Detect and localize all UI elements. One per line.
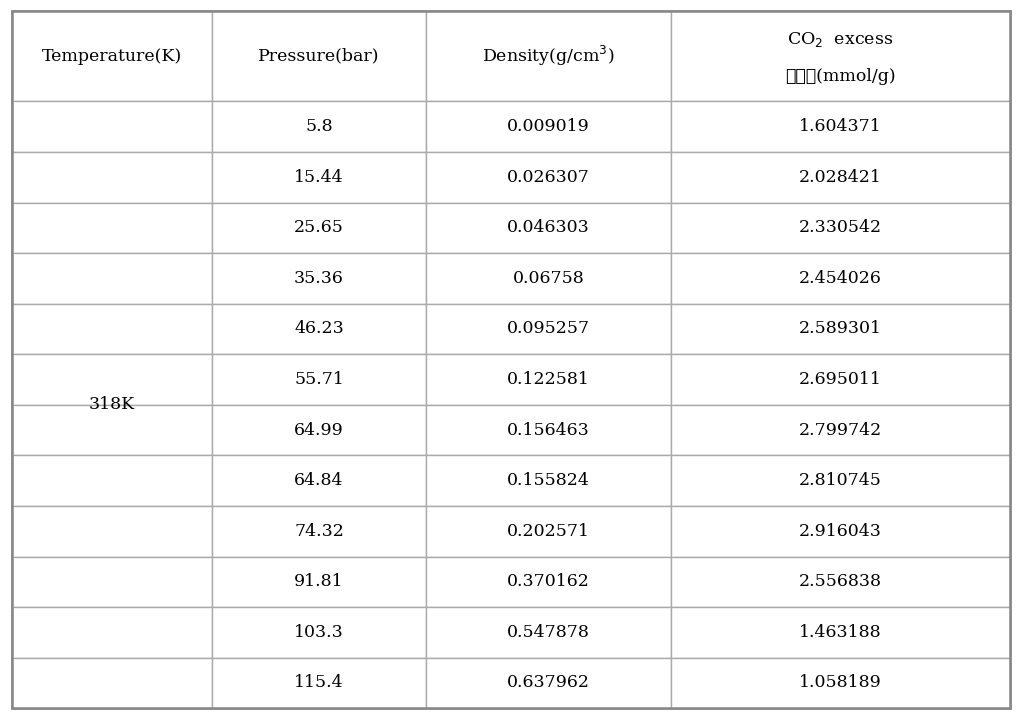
Bar — [212, 405, 426, 455]
Bar — [670, 354, 1010, 405]
Text: 55.71: 55.71 — [294, 371, 344, 388]
Text: 35.36: 35.36 — [294, 270, 344, 287]
Bar — [670, 11, 1010, 101]
Bar — [12, 152, 212, 203]
Bar — [426, 303, 670, 354]
Bar — [426, 506, 670, 557]
Bar — [12, 101, 212, 152]
Bar — [670, 506, 1010, 557]
Text: 0.370162: 0.370162 — [507, 573, 590, 590]
Text: 2.810745: 2.810745 — [799, 472, 882, 489]
Text: 2.589301: 2.589301 — [798, 321, 882, 337]
Bar — [12, 303, 212, 354]
Text: 318K: 318K — [89, 396, 135, 413]
Text: 2.799742: 2.799742 — [798, 421, 882, 439]
Bar — [212, 11, 426, 101]
Text: 2.330542: 2.330542 — [798, 219, 882, 237]
Bar — [212, 253, 426, 303]
Bar — [670, 607, 1010, 658]
Bar — [426, 455, 670, 506]
Bar — [212, 354, 426, 405]
Text: 흡착량(mmol/g): 흡착량(mmol/g) — [785, 68, 895, 85]
Text: 1.463188: 1.463188 — [799, 624, 882, 641]
Text: 2.916043: 2.916043 — [799, 523, 882, 540]
Bar — [12, 405, 212, 455]
Bar — [212, 101, 426, 152]
Bar — [670, 253, 1010, 303]
Text: 0.095257: 0.095257 — [507, 321, 590, 337]
Bar — [426, 658, 670, 708]
Text: 1.058189: 1.058189 — [799, 674, 882, 692]
Bar — [670, 203, 1010, 253]
Bar — [212, 607, 426, 658]
Text: CO$_2$  excess: CO$_2$ excess — [787, 30, 893, 50]
Text: 0.637962: 0.637962 — [507, 674, 590, 692]
Text: 2.454026: 2.454026 — [799, 270, 882, 287]
Text: Temperature(K): Temperature(K) — [42, 47, 182, 65]
Text: 0.156463: 0.156463 — [507, 421, 590, 439]
Text: 15.44: 15.44 — [294, 169, 343, 186]
Bar — [12, 506, 212, 557]
Text: Pressure(bar): Pressure(bar) — [259, 47, 380, 65]
Bar — [212, 303, 426, 354]
Bar — [212, 557, 426, 607]
Bar — [12, 658, 212, 708]
Bar — [426, 253, 670, 303]
Bar — [12, 557, 212, 607]
Bar — [212, 506, 426, 557]
Bar — [12, 354, 212, 405]
Bar — [670, 101, 1010, 152]
Bar — [426, 152, 670, 203]
Text: 2.556838: 2.556838 — [798, 573, 882, 590]
Bar — [426, 101, 670, 152]
Text: 0.547878: 0.547878 — [507, 624, 590, 641]
Text: Density(g/cm$^3$): Density(g/cm$^3$) — [482, 44, 614, 68]
Bar — [426, 11, 670, 101]
Bar — [12, 455, 212, 506]
Text: 25.65: 25.65 — [294, 219, 344, 237]
Text: 0.155824: 0.155824 — [507, 472, 590, 489]
Bar — [670, 557, 1010, 607]
Bar — [426, 354, 670, 405]
Text: 103.3: 103.3 — [294, 624, 343, 641]
Text: 64.84: 64.84 — [294, 472, 343, 489]
Bar — [212, 455, 426, 506]
Bar — [12, 607, 212, 658]
Bar — [12, 11, 212, 101]
Bar — [12, 253, 212, 303]
Text: 64.99: 64.99 — [294, 421, 343, 439]
Text: 0.009019: 0.009019 — [507, 118, 590, 135]
Bar — [670, 658, 1010, 708]
Text: 2.028421: 2.028421 — [799, 169, 882, 186]
Text: 1.604371: 1.604371 — [799, 118, 882, 135]
Bar — [12, 203, 212, 253]
Bar — [670, 303, 1010, 354]
Text: 0.046303: 0.046303 — [507, 219, 590, 237]
Text: 5.8: 5.8 — [306, 118, 333, 135]
Text: 115.4: 115.4 — [294, 674, 343, 692]
Text: 0.122581: 0.122581 — [507, 371, 590, 388]
Bar — [426, 607, 670, 658]
Text: 0.06758: 0.06758 — [512, 270, 585, 287]
Text: 46.23: 46.23 — [294, 321, 343, 337]
Bar — [670, 152, 1010, 203]
Bar — [426, 203, 670, 253]
Text: 91.81: 91.81 — [294, 573, 343, 590]
Text: 0.202571: 0.202571 — [507, 523, 590, 540]
Text: 74.32: 74.32 — [294, 523, 344, 540]
Bar — [212, 658, 426, 708]
Bar — [670, 405, 1010, 455]
Bar — [426, 557, 670, 607]
Bar — [212, 152, 426, 203]
Text: 0.026307: 0.026307 — [507, 169, 590, 186]
Bar — [212, 203, 426, 253]
Text: 2.695011: 2.695011 — [799, 371, 882, 388]
Bar — [670, 455, 1010, 506]
Bar — [426, 405, 670, 455]
